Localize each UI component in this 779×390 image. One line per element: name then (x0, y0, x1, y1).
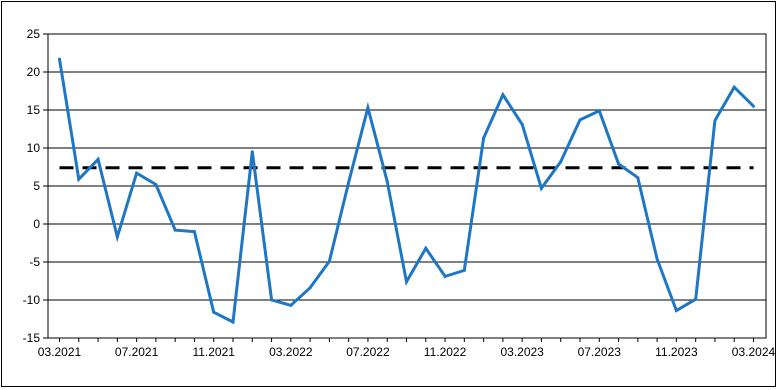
data-point (520, 122, 524, 126)
x-tick-label: 11.2021 (192, 345, 235, 359)
data-point (424, 246, 428, 250)
data-point (636, 176, 640, 180)
data-point (694, 297, 698, 301)
y-tick-label: 5 (33, 179, 40, 193)
data-point (732, 85, 736, 89)
y-tick-label: 25 (27, 27, 41, 41)
data-point (482, 136, 486, 140)
data-point (77, 177, 81, 181)
x-tick-label: 11.2022 (424, 345, 467, 359)
data-point (250, 150, 254, 154)
data-point (655, 257, 659, 261)
y-tick-label: -15 (23, 331, 41, 345)
data-point (405, 280, 408, 284)
data-point (308, 286, 312, 290)
x-tick-label: 11.2023 (655, 345, 698, 359)
data-point (752, 104, 755, 108)
x-tick-label: 03.2022 (269, 345, 313, 359)
y-tick-label: -5 (29, 255, 40, 269)
data-point (270, 298, 274, 302)
data-point (289, 303, 293, 307)
x-tick-label: 03.2024 (732, 345, 776, 359)
data-point (212, 310, 216, 314)
data-point (135, 171, 139, 175)
data-point (366, 106, 370, 110)
data-point (115, 235, 119, 239)
data-point (597, 109, 601, 113)
data-point (674, 309, 678, 313)
x-tick-label: 07.2022 (346, 345, 390, 359)
data-point (713, 119, 717, 123)
data-point (192, 230, 196, 234)
axes (43, 33, 767, 342)
data-point (559, 160, 563, 164)
data-point (385, 179, 389, 183)
data-point (96, 157, 100, 161)
data-point (578, 118, 582, 122)
y-tick-label: 15 (27, 103, 41, 117)
y-tick-label: 0 (33, 217, 40, 231)
y-tick-labels: -15 -10 -5 0 5 10 15 20 25 (23, 27, 41, 345)
y-tick-label: 20 (27, 65, 41, 79)
y-tick-label: 10 (27, 141, 41, 155)
x-tick-label: 07.2021 (115, 345, 159, 359)
data-point (501, 93, 505, 97)
data-point (58, 57, 61, 61)
data-point (327, 259, 331, 263)
x-tick-label: 03.2021 (38, 345, 82, 359)
data-point (154, 182, 158, 186)
data-point (539, 186, 543, 190)
x-tick-label: 03.2023 (500, 345, 544, 359)
series-group (58, 57, 755, 325)
x-tick-label: 07.2023 (578, 345, 622, 359)
data-point (347, 180, 351, 184)
y-tick-label: -10 (23, 293, 41, 307)
data-point (617, 162, 621, 166)
x-tick-labels: 03.2021 07.2021 11.2021 03.2022 07.2022 11.20… (38, 345, 776, 359)
data-point (462, 268, 466, 272)
data-point (173, 228, 177, 232)
data-point (231, 320, 235, 324)
data-point (443, 274, 447, 278)
